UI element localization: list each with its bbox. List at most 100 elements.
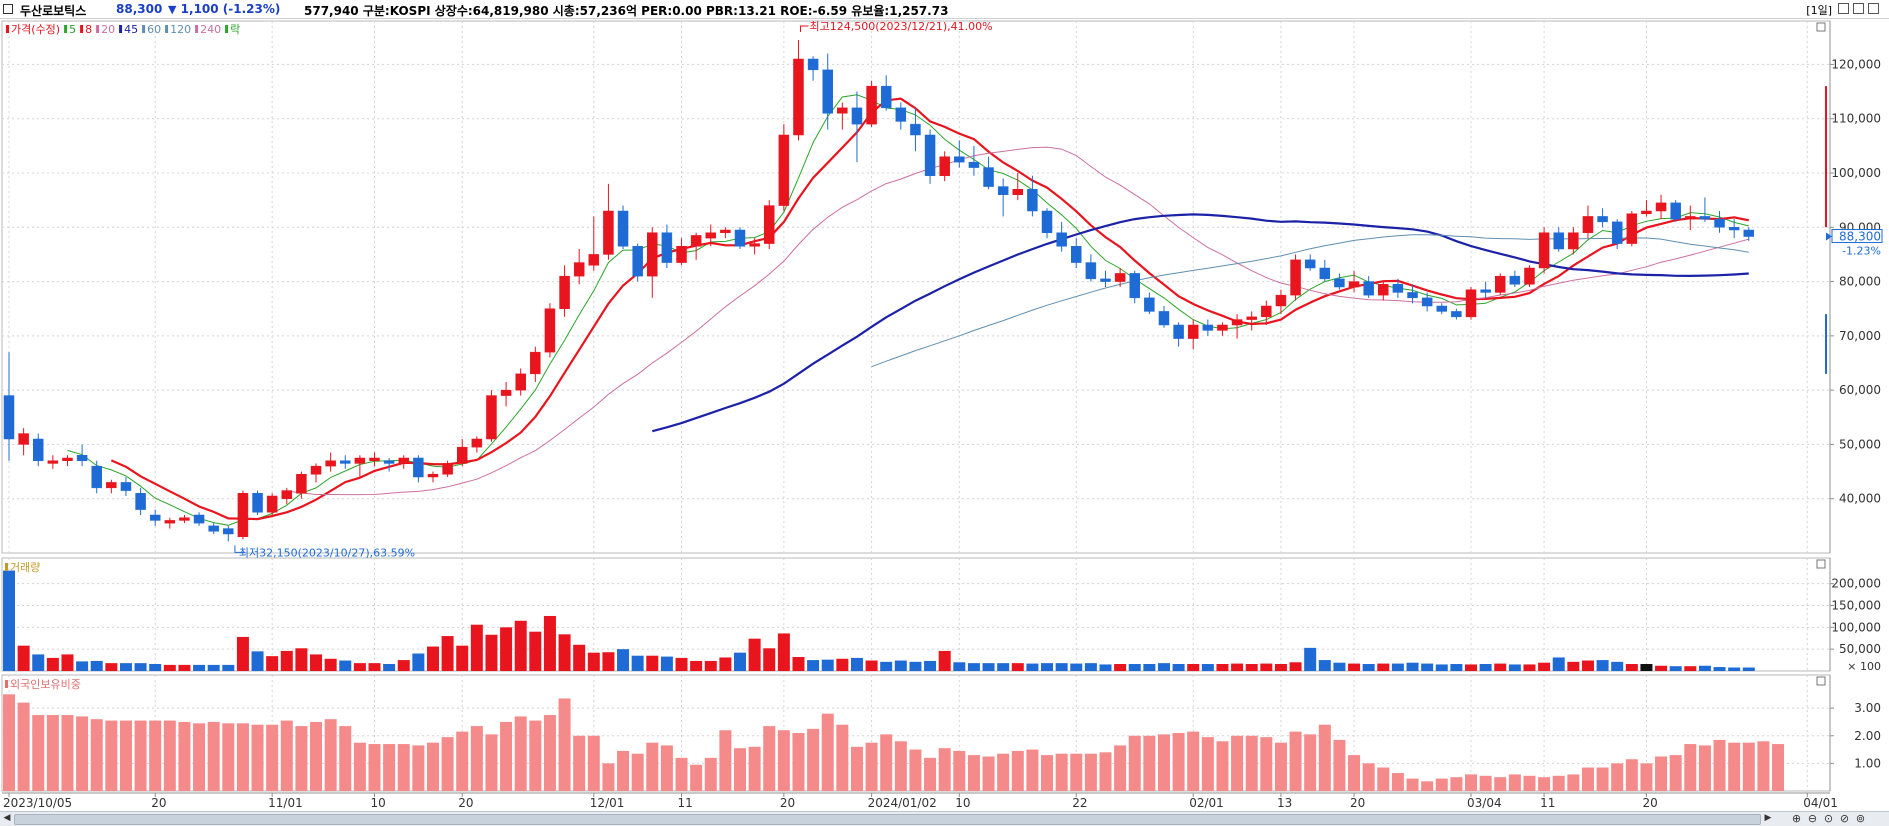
candle — [1378, 281, 1389, 301]
select-checkbox[interactable] — [3, 4, 13, 14]
zoom-out-icon[interactable]: ⊖ — [1807, 812, 1818, 825]
volume-bar — [894, 660, 907, 671]
candle-body — [1202, 324, 1214, 331]
foreign-bar — [631, 753, 644, 791]
y-tick-label: 200,000 — [1831, 577, 1881, 591]
candle-body — [734, 229, 746, 247]
volume-unit-label: × 100 — [1847, 660, 1881, 673]
volume-bar — [1552, 657, 1565, 671]
candle-body — [1699, 216, 1711, 220]
volume-bar — [1728, 667, 1741, 671]
candle — [880, 75, 892, 111]
candle — [1553, 227, 1564, 252]
candle-body — [720, 229, 731, 233]
scroll-thumb[interactable] — [14, 814, 1761, 825]
restore-icon[interactable] — [1853, 3, 1864, 14]
volume-bar — [719, 657, 732, 671]
foreign-bar — [1508, 774, 1521, 791]
low-annotation: 최저32,150(2023/10/27),63.59% — [239, 546, 415, 559]
candle-body — [1027, 189, 1038, 212]
foreign-bar — [514, 716, 527, 791]
current-price-box — [1831, 229, 1883, 244]
candle-body — [1275, 294, 1287, 307]
volume-bar — [1245, 664, 1258, 671]
stock-chart[interactable]: 가격(수정) 5 8 20 45 60 120 240 락 최고124,500(2023/12/2… — [0, 19, 1889, 811]
y-tick-label: 150,000 — [1831, 598, 1881, 612]
candle — [486, 390, 497, 442]
candle — [983, 156, 994, 190]
foreign-bar — [90, 719, 103, 791]
time-scrollbar[interactable]: ◀ ▶ ⊕ ⊖ ⊙ ⊘ ⊚ — [0, 811, 1889, 826]
zoom-in-icon[interactable]: ⊕ — [1791, 812, 1802, 825]
candle-body — [1611, 221, 1623, 244]
volume-bar — [310, 654, 323, 671]
legend-label: 가격(수정) — [11, 23, 60, 36]
foreign-bar — [324, 719, 337, 791]
volume-bar — [397, 660, 410, 671]
candle-body — [1451, 311, 1462, 318]
zoom-all-icon[interactable]: ⊚ — [1855, 812, 1866, 825]
volume-bar — [1026, 663, 1039, 671]
volume-bar — [690, 660, 703, 671]
grid-layer — [1, 20, 1831, 792]
zoom-reset-icon[interactable]: ⊘ — [1839, 812, 1850, 825]
foreign-bar — [426, 742, 439, 791]
volume-bar — [251, 651, 264, 671]
foreign-bar — [1406, 778, 1419, 791]
x-tick-label: 2024/01/02 — [868, 796, 937, 810]
volume-bar — [1450, 664, 1463, 671]
foreign-bar — [178, 721, 191, 791]
close-icon[interactable] — [1868, 3, 1879, 14]
foreign-bar — [441, 737, 454, 791]
candle-body — [1187, 324, 1199, 339]
foreign-bar — [1421, 781, 1434, 791]
foreign-bar — [1187, 731, 1200, 791]
candle-body — [778, 134, 790, 206]
volume-bar — [1494, 663, 1507, 671]
foreign-bar — [865, 742, 878, 791]
candle — [296, 471, 307, 499]
candle — [32, 433, 44, 467]
foreign-bar — [412, 745, 425, 791]
candle-body — [1655, 202, 1667, 212]
x-tick-label: 11/01 — [268, 796, 303, 810]
foreign-bar — [1201, 737, 1214, 791]
volume-bar — [1187, 664, 1200, 671]
volume-bar — [514, 620, 527, 671]
minimize-icon[interactable] — [1838, 3, 1849, 14]
x-tick-label: 13 — [1277, 796, 1292, 810]
candle-body — [340, 460, 351, 464]
candle — [661, 224, 673, 268]
scroll-right-icon[interactable]: ▶ — [1764, 813, 1772, 823]
volume-bar — [1479, 664, 1492, 671]
foreign-bar — [880, 734, 893, 791]
volume-bar — [953, 662, 966, 671]
foreign-bar — [1757, 741, 1770, 791]
foreign-bar — [383, 744, 396, 791]
volume-bar — [865, 660, 878, 671]
candle — [1611, 219, 1623, 249]
y-tick-label: 80,000 — [1839, 275, 1881, 289]
ma-line-20 — [286, 146, 1749, 496]
x-tick-label: 02/01 — [1189, 796, 1224, 810]
candle-body — [427, 474, 439, 478]
candle — [120, 477, 132, 496]
volume-bar — [441, 636, 454, 671]
candle — [1129, 270, 1140, 304]
legend-label: 5 — [69, 23, 76, 36]
zoom-fit-icon[interactable]: ⊙ — [1823, 812, 1834, 825]
scroll-left-icon[interactable]: ◀ — [3, 813, 11, 823]
foreign-bar — [1304, 734, 1317, 791]
candle — [427, 471, 439, 483]
period-selector[interactable]: [1일] — [1806, 4, 1832, 17]
foreign-bar — [529, 720, 542, 791]
volume-bar — [631, 655, 644, 671]
foreign-bar — [1611, 763, 1624, 791]
volume-bar — [426, 646, 439, 671]
candle-body — [106, 482, 117, 489]
candle-body — [983, 167, 994, 187]
foreign-bar — [485, 734, 498, 791]
candle-body — [62, 457, 73, 461]
foreign-bar — [470, 726, 483, 791]
volume-bar — [1377, 663, 1390, 671]
